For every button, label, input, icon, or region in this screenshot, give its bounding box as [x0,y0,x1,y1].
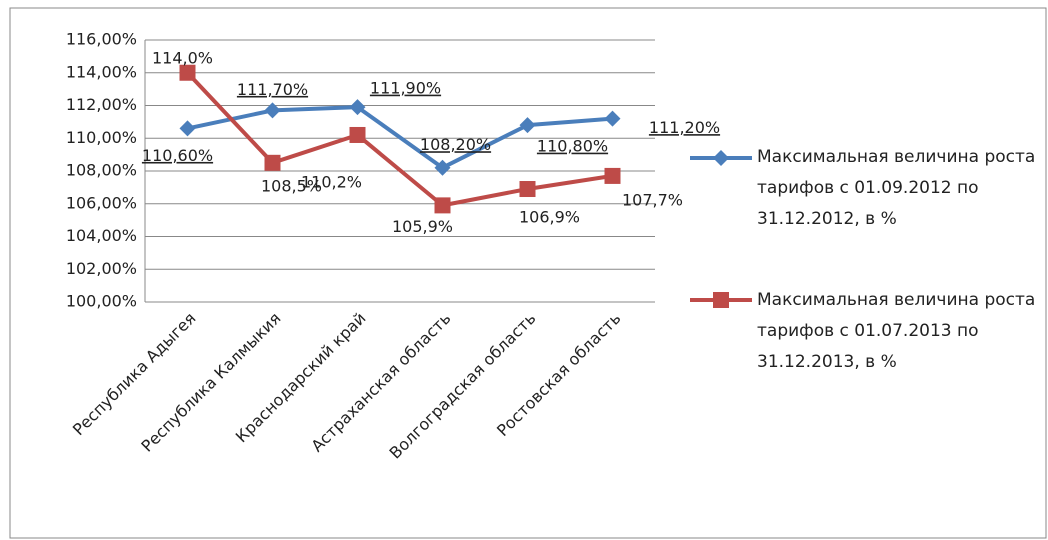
data-label: 111,20% [649,118,720,137]
marker [264,154,281,171]
y-tick-label: 108,00% [66,161,137,180]
data-label: 111,90% [370,79,441,98]
data-label: 110,2% [301,172,362,191]
marker [604,167,621,184]
data-label: 105,9% [392,217,453,236]
chart-border [9,7,1047,539]
y-tick-label: 104,00% [66,226,137,245]
marker [264,102,281,119]
data-label: 110,60% [142,146,213,165]
data-label: 110,80% [537,137,608,156]
marker [434,197,451,214]
legend-marker [713,292,729,308]
line [186,71,613,208]
line [187,105,613,170]
marker [179,120,196,137]
y-tick-label: 114,00% [66,62,137,81]
y-tick-label: 112,00% [66,95,137,114]
marker [179,64,196,81]
marker [349,126,366,143]
legend-label: Максимальная величина роста тарифов с 01… [757,290,1036,372]
y-tick-label: 102,00% [66,259,137,278]
legend-label: Максимальная величина роста тарифов с 01… [757,147,1036,229]
y-tick-label: 116,00% [66,30,137,49]
marker [519,181,536,198]
data-label: 107,7% [622,190,683,209]
y-tick-label: 100,00% [66,292,137,311]
legend-marker [713,150,729,166]
data-label: 108,5% [261,176,322,195]
x-tick-label: Республика Калмыкия [137,309,284,456]
y-tick-label: 110,00% [66,128,137,147]
marker [434,159,451,176]
data-label: 114,0% [152,48,213,67]
data-label: 111,70% [237,80,308,99]
x-tick-label: Волгоградская область [385,309,539,463]
data-label: 106,9% [519,208,580,227]
x-tick-label: Астраханская область [307,309,454,456]
marker [349,99,366,116]
y-tick-label: 106,00% [66,193,137,212]
marker [519,117,536,134]
marker [604,110,621,127]
data-label: 108,20% [420,135,491,154]
